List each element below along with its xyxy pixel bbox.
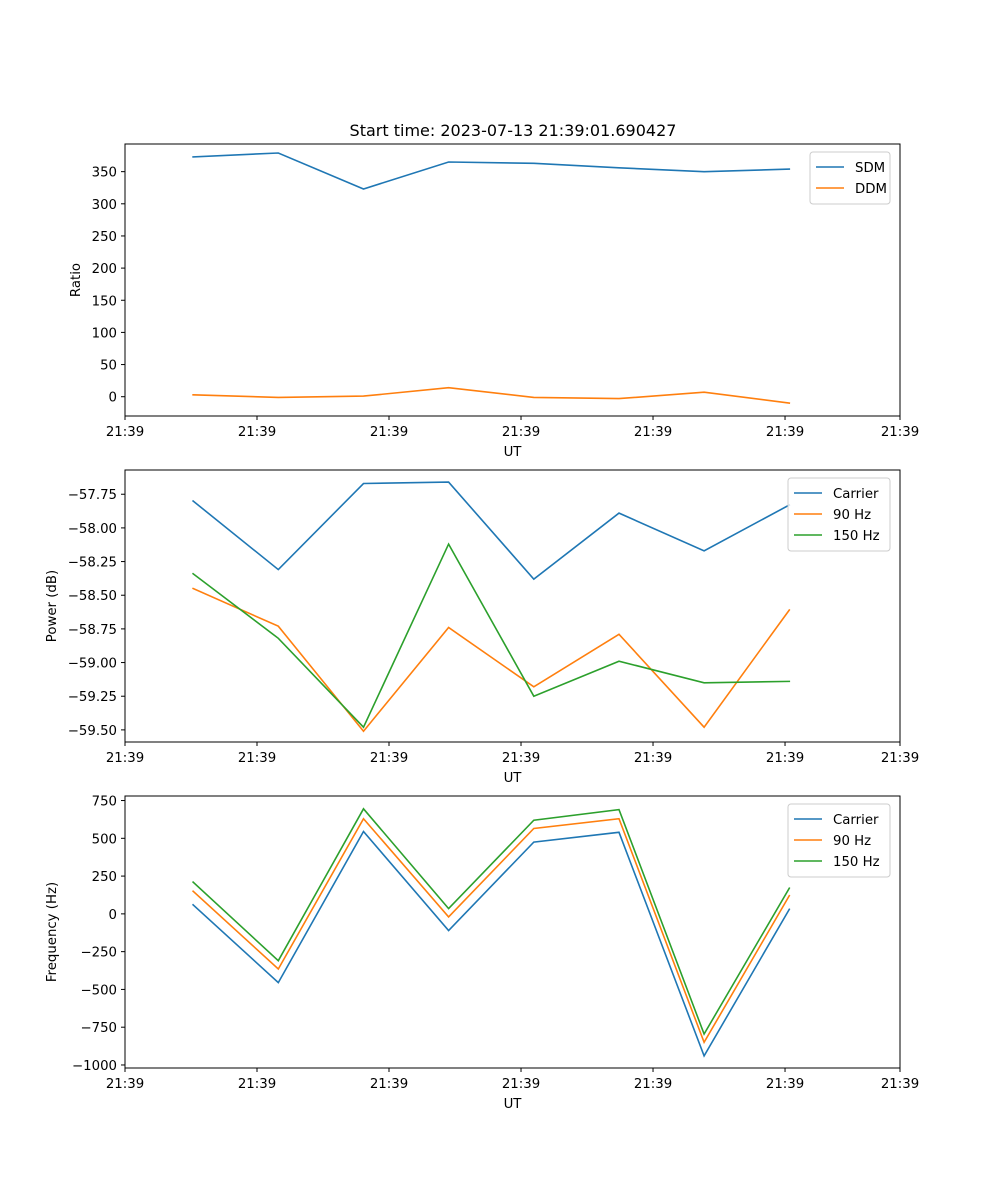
power-x-tick-label: 21:39 bbox=[766, 751, 804, 766]
power-series-line-90-hz bbox=[192, 587, 791, 733]
ratio-y-tick-label: 100 bbox=[92, 326, 117, 341]
power-x-tick-label: 21:39 bbox=[370, 751, 408, 766]
power-series-line-carrier bbox=[191, 481, 791, 581]
ratio-series-line-sdm bbox=[192, 152, 791, 190]
frequency-series-line-carrier bbox=[191, 830, 791, 1058]
frequency-legend-label: Carrier bbox=[833, 813, 879, 828]
power-y-tick-label: −58.00 bbox=[68, 522, 117, 537]
power-x-tick-label: 21:39 bbox=[634, 751, 672, 766]
frequency-x-tick-label: 21:39 bbox=[634, 1077, 672, 1092]
chart-title: Start time: 2023-07-13 21:39:01.690427 bbox=[350, 121, 677, 140]
power-legend-label: 150 Hz bbox=[833, 529, 880, 544]
frequency-y-tick-label: 250 bbox=[92, 870, 117, 885]
frequency-series-line-90-hz bbox=[191, 817, 791, 1045]
frequency-y-tick-label: −1000 bbox=[72, 1059, 117, 1074]
frequency-y-tick-label: 750 bbox=[92, 795, 117, 810]
frequency-legend-label: 90 Hz bbox=[833, 834, 871, 849]
power-x-tick-label: 21:39 bbox=[502, 751, 540, 766]
power-legend-label: Carrier bbox=[833, 487, 879, 502]
ratio-x-tick-label: 21:39 bbox=[106, 425, 144, 440]
power-y-tick-label: −59.50 bbox=[68, 724, 117, 739]
power-legend-label: 90 Hz bbox=[833, 508, 871, 523]
frequency-y-tick-label: −750 bbox=[80, 1021, 117, 1036]
power-y-tick-label: −58.50 bbox=[68, 589, 117, 604]
frequency-series-line-150-hz bbox=[191, 807, 791, 1036]
frequency-x-tick-label: 21:39 bbox=[766, 1077, 804, 1092]
ratio-panel: 21:39 21:39 21:39 21:39 21:39 21:39 21:39 0 50 10… bbox=[69, 143, 919, 460]
ratio-legend-label: SDM bbox=[855, 161, 885, 176]
power-y-axis-label: Power (dB) bbox=[45, 570, 60, 642]
frequency-y-tick-label: −500 bbox=[80, 983, 117, 998]
power-x-tick-label: 21:39 bbox=[106, 751, 144, 766]
ratio-series-line-ddm bbox=[192, 386, 791, 404]
ratio-y-tick-label: 200 bbox=[92, 262, 117, 277]
power-panel: 21:39 21:39 21:39 21:39 21:39 21:39 21:39 −59.5… bbox=[45, 469, 919, 786]
ratio-y-tick-label: 250 bbox=[92, 230, 117, 245]
ratio-x-tick-label: 21:39 bbox=[238, 425, 276, 440]
frequency-x-tick-label: 21:39 bbox=[238, 1077, 276, 1092]
frequency-plot-frame bbox=[124, 795, 901, 1069]
power-y-tick-label: −58.75 bbox=[68, 623, 117, 638]
ratio-x-axis-label: UT bbox=[504, 445, 523, 460]
frequency-y-axis-label: Frequency (Hz) bbox=[45, 882, 60, 982]
ratio-x-tick-label: 21:39 bbox=[370, 425, 408, 440]
ratio-y-tick-label: 150 bbox=[92, 294, 117, 309]
ratio-y-tick-label: 50 bbox=[100, 359, 117, 374]
power-y-tick-label: −59.00 bbox=[68, 657, 117, 672]
power-legend: Carrier 90 Hz 150 Hz bbox=[787, 477, 891, 552]
frequency-y-tick-label: −250 bbox=[80, 946, 117, 961]
frequency-x-tick-label: 21:39 bbox=[370, 1077, 408, 1092]
ratio-y-axis-label: Ratio bbox=[69, 263, 84, 297]
power-y-tick-label: −59.25 bbox=[68, 690, 117, 705]
ratio-x-tick-label: 21:39 bbox=[502, 425, 540, 440]
power-series-line-150-hz bbox=[191, 542, 791, 729]
ratio-legend-label: DDM bbox=[855, 182, 887, 197]
power-x-tick-label: 21:39 bbox=[881, 751, 919, 766]
frequency-x-axis-label: UT bbox=[504, 1097, 523, 1112]
ratio-y-tick-label: 0 bbox=[109, 391, 117, 406]
power-y-tick-label: −57.75 bbox=[68, 488, 117, 503]
ratio-y-tick-label: 350 bbox=[92, 166, 117, 181]
ratio-legend-box bbox=[809, 151, 891, 205]
ratio-legend: SDM DDM bbox=[809, 151, 891, 205]
frequency-legend: Carrier 90 Hz 150 Hz bbox=[787, 803, 891, 878]
power-plot-frame bbox=[124, 469, 901, 743]
frequency-legend-box bbox=[787, 803, 891, 878]
frequency-legend-label: 150 Hz bbox=[833, 855, 880, 870]
frequency-y-tick-label: 0 bbox=[109, 908, 117, 923]
power-y-tick-label: −58.25 bbox=[68, 556, 117, 571]
ratio-x-tick-label: 21:39 bbox=[881, 425, 919, 440]
power-x-axis-label: UT bbox=[504, 771, 523, 786]
frequency-panel: 21:39 21:39 21:39 21:39 21:39 21:39 21:39 −1000… bbox=[45, 795, 919, 1112]
frequency-x-tick-label: 21:39 bbox=[106, 1077, 144, 1092]
ratio-y-tick-label: 300 bbox=[92, 198, 117, 213]
frequency-y-tick-label: 500 bbox=[92, 832, 117, 847]
ratio-x-tick-label: 21:39 bbox=[766, 425, 804, 440]
frequency-x-tick-label: 21:39 bbox=[502, 1077, 540, 1092]
ratio-plot-frame bbox=[124, 143, 901, 417]
power-x-tick-label: 21:39 bbox=[238, 751, 276, 766]
frequency-x-tick-label: 21:39 bbox=[881, 1077, 919, 1092]
ratio-x-tick-label: 21:39 bbox=[634, 425, 672, 440]
power-legend-box bbox=[787, 477, 891, 552]
